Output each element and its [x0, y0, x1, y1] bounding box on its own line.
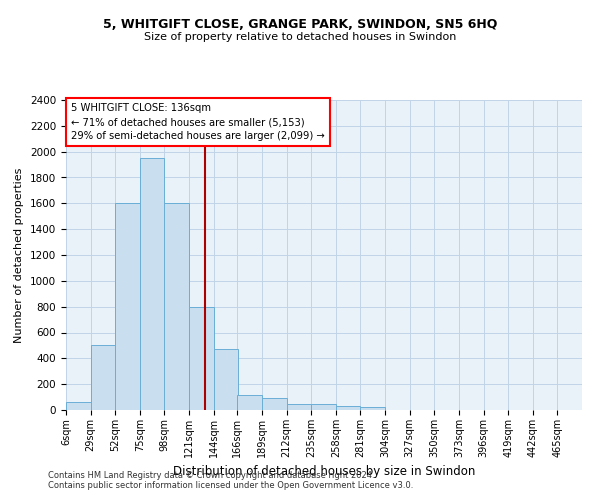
Bar [214, 350, 238, 410]
Bar [262, 398, 287, 410]
X-axis label: Distribution of detached houses by size in Swindon: Distribution of detached houses by size … [173, 466, 475, 478]
Bar [140, 158, 164, 410]
Bar [311, 404, 336, 410]
Text: Contains public sector information licensed under the Open Government Licence v3: Contains public sector information licen… [48, 480, 413, 490]
Bar [189, 306, 214, 410]
Text: 5 WHITGIFT CLOSE: 136sqm
← 71% of detached houses are smaller (5,153)
29% of sem: 5 WHITGIFT CLOSE: 136sqm ← 71% of detach… [71, 103, 325, 141]
Bar [336, 406, 361, 410]
Bar [237, 394, 262, 410]
Bar [115, 204, 140, 410]
Bar [287, 404, 311, 410]
Y-axis label: Number of detached properties: Number of detached properties [14, 168, 25, 342]
Text: 5, WHITGIFT CLOSE, GRANGE PARK, SWINDON, SN5 6HQ: 5, WHITGIFT CLOSE, GRANGE PARK, SWINDON,… [103, 18, 497, 30]
Text: Size of property relative to detached houses in Swindon: Size of property relative to detached ho… [144, 32, 456, 42]
Bar [66, 402, 91, 410]
Bar [361, 408, 385, 410]
Bar [91, 346, 115, 410]
Text: Contains HM Land Registry data © Crown copyright and database right 2024.: Contains HM Land Registry data © Crown c… [48, 470, 374, 480]
Bar [164, 204, 189, 410]
